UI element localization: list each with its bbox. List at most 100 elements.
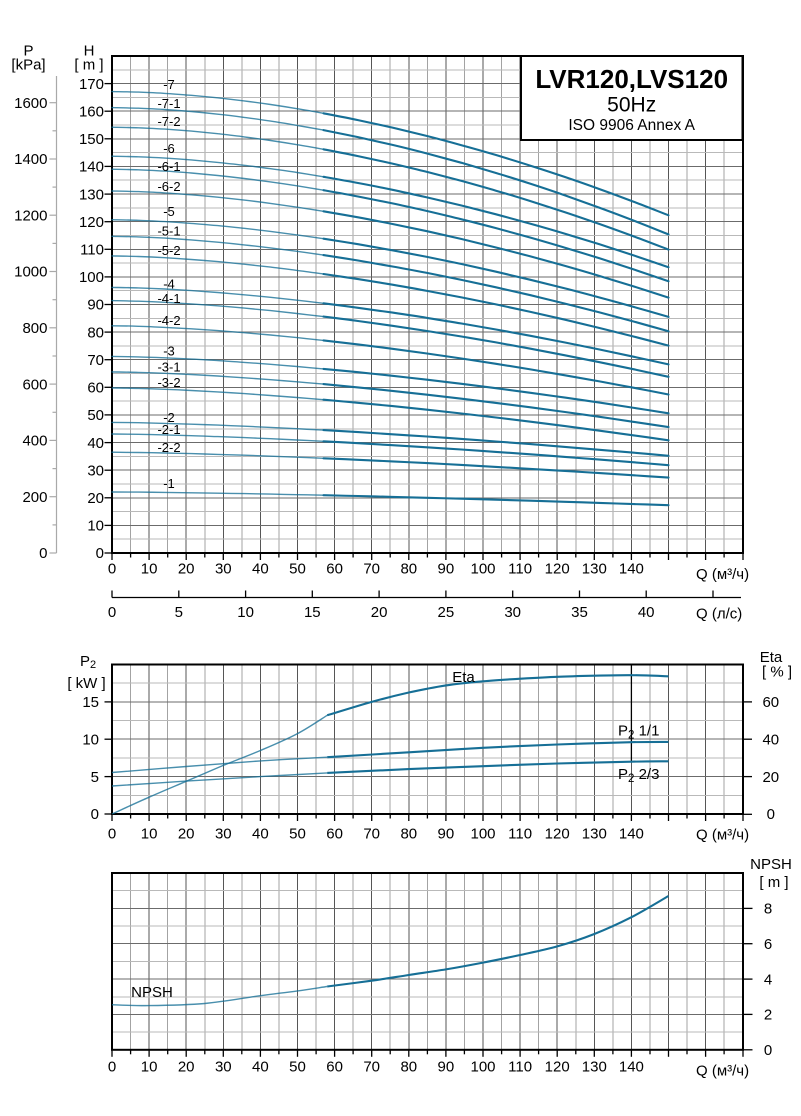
svg-text:ISO 9906 Annex A: ISO 9906 Annex A: [568, 117, 695, 134]
svg-text:10: 10: [87, 518, 104, 535]
svg-text:-4: -4: [163, 277, 175, 292]
svg-text:100: 100: [470, 561, 495, 578]
svg-text:10: 10: [141, 561, 158, 578]
svg-text:5: 5: [175, 604, 183, 621]
svg-text:6: 6: [764, 936, 772, 953]
svg-text:80: 80: [400, 561, 417, 578]
svg-text:120: 120: [545, 826, 570, 843]
svg-text:-3-1: -3-1: [157, 360, 180, 375]
svg-text:[kPa]: [kPa]: [11, 57, 45, 74]
svg-text:15: 15: [82, 694, 99, 711]
svg-text:-2-2: -2-2: [157, 440, 180, 455]
svg-text:800: 800: [22, 320, 47, 337]
svg-text:10: 10: [141, 1059, 158, 1076]
svg-text:60: 60: [326, 561, 343, 578]
svg-text:-6-2: -6-2: [157, 179, 180, 194]
svg-text:60: 60: [762, 694, 779, 711]
svg-text:400: 400: [22, 433, 47, 450]
svg-text:30: 30: [504, 604, 521, 621]
svg-text:50: 50: [289, 826, 306, 843]
svg-text:0: 0: [39, 545, 47, 562]
svg-text:-2-1: -2-1: [157, 422, 180, 437]
svg-text:-2: -2: [163, 410, 175, 425]
svg-text:5: 5: [91, 769, 99, 786]
svg-text:120: 120: [79, 214, 104, 231]
svg-text:40: 40: [87, 435, 104, 452]
svg-text:110: 110: [80, 242, 104, 259]
svg-text:20: 20: [87, 490, 104, 507]
svg-text:LVR120,LVS120: LVR120,LVS120: [535, 64, 728, 94]
svg-text:140: 140: [79, 159, 104, 176]
svg-text:-3: -3: [163, 344, 175, 359]
svg-text:35: 35: [571, 604, 588, 621]
svg-text:-6-1: -6-1: [157, 159, 180, 174]
svg-text:4: 4: [764, 971, 772, 988]
svg-text:0: 0: [764, 1042, 772, 1059]
svg-text:150: 150: [79, 131, 104, 148]
svg-text:70: 70: [363, 561, 380, 578]
svg-text:100: 100: [470, 1059, 495, 1076]
svg-text:130: 130: [582, 561, 607, 578]
svg-text:80: 80: [400, 826, 417, 843]
svg-text:50: 50: [87, 407, 104, 424]
svg-text:1200: 1200: [14, 207, 47, 224]
svg-text:100: 100: [79, 269, 104, 286]
svg-text:0: 0: [767, 806, 775, 823]
svg-text:40: 40: [638, 604, 655, 621]
svg-text:20: 20: [371, 604, 388, 621]
svg-text:70: 70: [363, 826, 380, 843]
svg-text:0: 0: [108, 561, 116, 578]
svg-text:70: 70: [87, 352, 104, 369]
svg-text:80: 80: [400, 1059, 417, 1076]
svg-text:1400: 1400: [14, 151, 47, 168]
svg-text:10: 10: [141, 826, 158, 843]
svg-text:[ m ]: [ m ]: [74, 57, 103, 74]
svg-text:40: 40: [762, 732, 779, 749]
svg-text:0: 0: [108, 826, 116, 843]
svg-text:30: 30: [215, 561, 232, 578]
svg-text:50: 50: [289, 561, 306, 578]
svg-text:140: 140: [619, 826, 644, 843]
svg-text:100: 100: [470, 826, 495, 843]
svg-text:0: 0: [108, 1059, 116, 1076]
svg-text:30: 30: [215, 1059, 232, 1076]
svg-text:60: 60: [326, 826, 343, 843]
svg-text:140: 140: [619, 1059, 644, 1076]
svg-text:50: 50: [289, 1059, 306, 1076]
svg-text:30: 30: [215, 826, 232, 843]
svg-text:0: 0: [91, 806, 99, 823]
svg-text:60: 60: [326, 1059, 343, 1076]
svg-text:0: 0: [108, 604, 116, 621]
svg-text:1000: 1000: [14, 264, 47, 281]
svg-text:170: 170: [79, 76, 104, 93]
svg-text:8: 8: [764, 901, 772, 918]
svg-text:Q (м³/ч): Q (м³/ч): [696, 566, 749, 583]
svg-text:20: 20: [178, 561, 195, 578]
svg-text:-7: -7: [163, 77, 175, 92]
svg-text:[ m ]: [ m ]: [759, 874, 788, 891]
svg-text:15: 15: [304, 604, 321, 621]
svg-text:Q (м³/ч): Q (м³/ч): [696, 827, 749, 844]
svg-text:[ kW ]: [ kW ]: [67, 675, 105, 692]
svg-text:-3-2: -3-2: [157, 375, 180, 390]
svg-text:10: 10: [82, 732, 99, 749]
svg-text:110: 110: [508, 1059, 532, 1076]
svg-text:1600: 1600: [14, 95, 47, 112]
svg-text:-7-2: -7-2: [157, 114, 180, 129]
svg-text:20: 20: [178, 826, 195, 843]
svg-text:NPSH: NPSH: [750, 856, 792, 873]
svg-text:20: 20: [178, 1059, 195, 1076]
svg-text:2: 2: [764, 1007, 772, 1024]
svg-text:Q (м³/ч): Q (м³/ч): [696, 1063, 749, 1080]
svg-text:160: 160: [79, 103, 104, 120]
svg-text:110: 110: [508, 826, 532, 843]
svg-text:Eta: Eta: [760, 649, 783, 666]
svg-text:120: 120: [545, 561, 570, 578]
svg-text:Eta: Eta: [452, 669, 475, 686]
svg-text:110: 110: [508, 561, 532, 578]
svg-text:120: 120: [545, 1059, 570, 1076]
svg-text:40: 40: [252, 561, 269, 578]
svg-text:P2 1/1: P2 1/1: [618, 722, 659, 741]
svg-text:60: 60: [87, 380, 104, 397]
svg-text:40: 40: [252, 1059, 269, 1076]
